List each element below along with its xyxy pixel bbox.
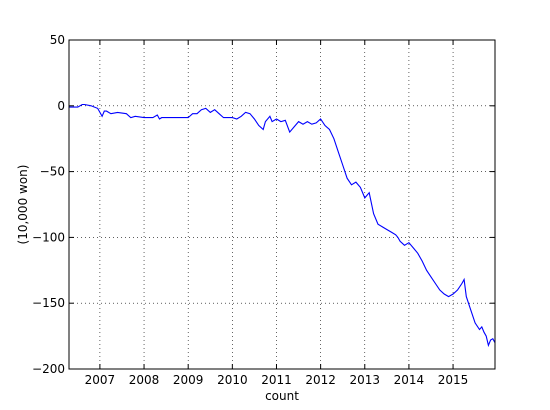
x-tick-label: 2007 xyxy=(85,373,116,387)
x-tick-label: 2008 xyxy=(129,373,160,387)
y-tick-label: −100 xyxy=(32,230,65,244)
x-tick-label: 2015 xyxy=(438,373,469,387)
x-tick-label: 2013 xyxy=(349,373,380,387)
x-tick-label: 2009 xyxy=(173,373,204,387)
y-tick-label: −50 xyxy=(40,165,65,179)
y-tick-label: 50 xyxy=(50,33,65,47)
y-axis-ticks: 50 0 −50 −100 −150 −200 xyxy=(32,33,495,376)
x-tick-label: 2011 xyxy=(261,373,292,387)
series-line xyxy=(69,103,496,348)
x-axis-label: count xyxy=(265,389,299,403)
y-axis-label: (10,000 won) xyxy=(16,165,30,245)
grid-lines xyxy=(69,39,495,370)
plot-frame xyxy=(68,39,496,370)
x-axis-ticks: 2007 2008 2009 2010 2011 2012 2013 2014 2015 xyxy=(85,40,469,387)
y-tick-label: −200 xyxy=(32,362,65,376)
x-tick-label: 2014 xyxy=(394,373,425,387)
y-tick-label: 0 xyxy=(57,99,65,113)
y-tick-label: −150 xyxy=(32,296,65,310)
x-tick-label: 2012 xyxy=(305,373,336,387)
x-tick-label: 2010 xyxy=(217,373,248,387)
